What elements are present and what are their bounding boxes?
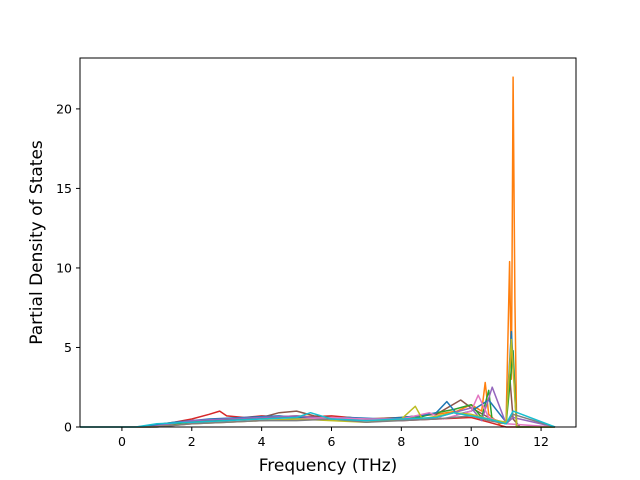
x-tick-label: 6 [328, 434, 336, 449]
y-axis-label: Partial Density of States [27, 140, 47, 345]
y-tick-label: 0 [64, 420, 72, 435]
y-tick-label: 15 [56, 181, 72, 196]
y-axis: 0 5 10 15 20 [56, 101, 80, 435]
x-axis: 0 2 4 6 8 10 12 [118, 427, 549, 449]
x-tick-label: 2 [188, 434, 196, 449]
series-layer [80, 76, 556, 428]
plot-frame [79, 57, 577, 428]
x-tick-label: 8 [397, 434, 405, 449]
x-tick-label: 10 [463, 434, 479, 449]
x-tick-label: 0 [118, 434, 126, 449]
y-tick-label: 10 [56, 260, 72, 275]
y-tick-label: 20 [56, 101, 72, 116]
y-tick-label: 5 [64, 340, 72, 355]
x-axis-label: Frequency (THz) [259, 456, 398, 476]
series-line-9 [80, 410, 556, 428]
x-tick-label: 4 [258, 434, 266, 449]
x-tick-label: 12 [533, 434, 549, 449]
